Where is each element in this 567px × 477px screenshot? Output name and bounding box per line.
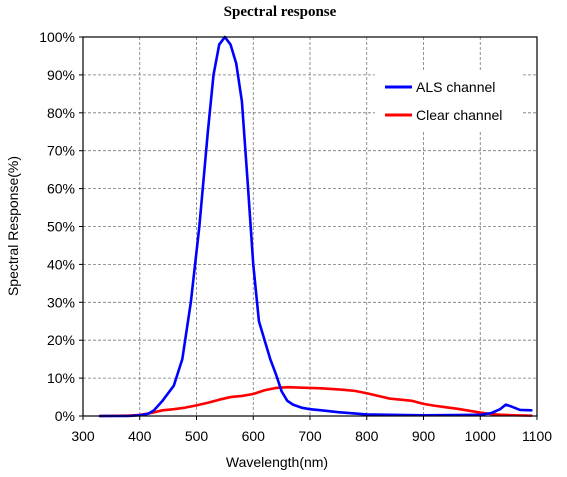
legend-label-clear: Clear channel [416,107,502,123]
x-tick-label: 1100 [522,428,552,444]
x-tick-label: 300 [71,428,95,444]
y-tick-label: 60% [47,181,75,197]
y-tick-label: 20% [47,332,75,348]
x-tick-label: 500 [185,428,209,444]
y-tick-label: 90% [47,67,75,83]
grid [83,37,537,416]
y-tick-label: 100% [39,29,75,45]
x-tick-label: 900 [412,428,436,444]
y-tick-label: 0% [55,408,75,424]
x-tick-label: 400 [128,428,152,444]
x-tick-label: 1000 [465,428,496,444]
x-axis-label: Wavelength(nm) [226,454,328,470]
chart-title: Spectral response [224,4,337,20]
y-tick-label: 80% [47,105,75,121]
legend: ALS channel Clear channel [375,70,523,132]
legend-label-als: ALS channel [416,79,495,95]
y-axis-label: Spectral Response(%) [5,156,21,296]
series-layer [98,35,533,418]
x-axis-ticks: 300 400 500 600 700 800 900 1000 1100 [71,416,552,444]
y-tick-label: 40% [47,256,75,272]
series-line-als-channel [98,35,533,418]
x-tick-label: 800 [355,428,379,444]
y-tick-label: 50% [47,219,75,235]
y-axis-ticks: 0% 10% 20% 30% 40% 50% 60% 70% 80% 90% 100% [39,29,83,424]
x-tick-label: 700 [298,428,322,444]
series-line-clear-channel [98,385,533,418]
y-tick-label: 30% [47,294,75,310]
y-tick-label: 70% [47,143,75,159]
y-tick-label: 10% [47,370,75,386]
x-tick-label: 600 [242,428,266,444]
